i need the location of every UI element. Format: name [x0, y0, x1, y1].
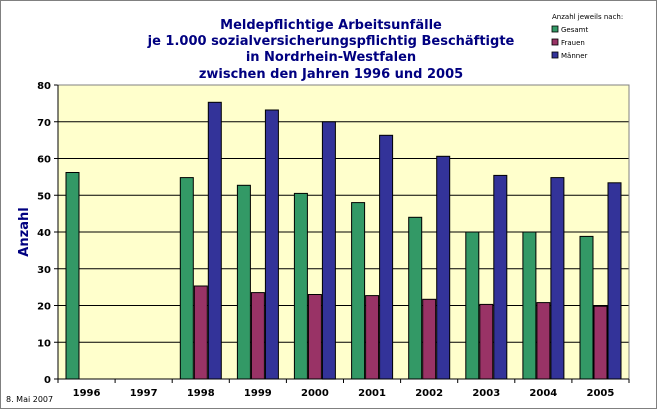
bar-gesamt-2002: [408, 216, 423, 380]
legend-label-frauen: Frauen: [561, 39, 585, 47]
bar-männer-2005: [607, 182, 622, 380]
title-line-4: zwischen den Jahren 1996 und 2005: [199, 67, 463, 82]
bar-frauen-2002: [422, 298, 437, 380]
bar-männer-2000: [321, 121, 336, 380]
legend-label-männer: Männer: [561, 52, 588, 60]
legend-swatch-gesamt: [551, 25, 559, 33]
bar-frauen-2005: [593, 305, 608, 380]
bar-frauen-1998: [193, 285, 208, 380]
legend: Anzahl jeweils nach: Gesamt Frauen Männer: [551, 13, 623, 60]
y-tick-label: 40: [37, 228, 51, 239]
legend-label-gesamt: Gesamt: [561, 26, 588, 34]
x-tick-label: 2002: [415, 388, 443, 399]
bar-männer-2001: [379, 134, 394, 380]
bar-gesamt-2003: [465, 231, 480, 380]
x-tick-label: 1997: [130, 388, 158, 399]
y-tick-label: 50: [37, 191, 51, 202]
bar-gesamt-1999: [236, 184, 251, 380]
footer-date: 8. Mai 2007: [6, 395, 53, 404]
bar-gesamt-1998: [179, 177, 194, 380]
bar-männer-1998: [207, 101, 222, 380]
bar-frauen-1999: [250, 292, 265, 380]
y-tick-label: 10: [37, 338, 51, 349]
bar-gesamt-2004: [522, 231, 537, 380]
legend-title: Anzahl jeweils nach:: [552, 13, 623, 21]
y-tick-label: 0: [44, 375, 51, 386]
bar-männer-2003: [493, 174, 508, 380]
y-tick-label: 60: [37, 155, 51, 166]
bar-gesamt-2000: [293, 192, 308, 380]
y-tick-label: 30: [37, 265, 51, 276]
x-tick-labels: 1996 1997 1998 1999 2000 2001 2002 2003 2004 2005: [73, 388, 615, 399]
chart-title: Meldepflichtige Arbeitsunfälle je 1.000 …: [147, 18, 515, 82]
bar-frauen-2000: [307, 294, 322, 380]
title-line-2: je 1.000 sozialversicherungspflichtig Be…: [147, 34, 515, 49]
x-tick-label: 2004: [529, 388, 557, 399]
axes: [57, 84, 630, 383]
bar-frauen-2004: [536, 302, 551, 380]
x-tick-label: 2005: [587, 388, 615, 399]
title-line-1: Meldepflichtige Arbeitsunfälle: [220, 18, 442, 33]
bar-männer-2004: [550, 177, 565, 380]
bar-frauen-2001: [365, 295, 380, 380]
y-axis-label: Anzahl: [17, 207, 32, 256]
x-tick-label: 2001: [358, 388, 386, 399]
y-tick-labels: 0 10 20 30 40 50 60 70 80: [37, 81, 51, 386]
bar-männer-2002: [436, 155, 451, 380]
title-line-3: in Nordrhein-Westfalen: [246, 50, 416, 65]
x-tick-label: 2000: [301, 388, 329, 399]
x-tick-label: 1999: [244, 388, 272, 399]
x-tick-label: 1996: [73, 388, 101, 399]
x-tick-label: 1998: [187, 388, 215, 399]
y-tick-label: 20: [37, 302, 51, 313]
y-tick-label: 80: [37, 81, 51, 92]
x-tick-label: 2003: [472, 388, 500, 399]
bar-gesamt-1996: [65, 172, 80, 380]
bar-gesamt-2001: [351, 202, 366, 380]
legend-swatch-männer: [551, 51, 559, 59]
legend-swatch-frauen: [551, 38, 559, 46]
bar-frauen-2003: [479, 303, 494, 380]
y-tick-label: 70: [37, 118, 51, 129]
bar-männer-1999: [264, 109, 279, 380]
bar-gesamt-2005: [579, 235, 594, 380]
